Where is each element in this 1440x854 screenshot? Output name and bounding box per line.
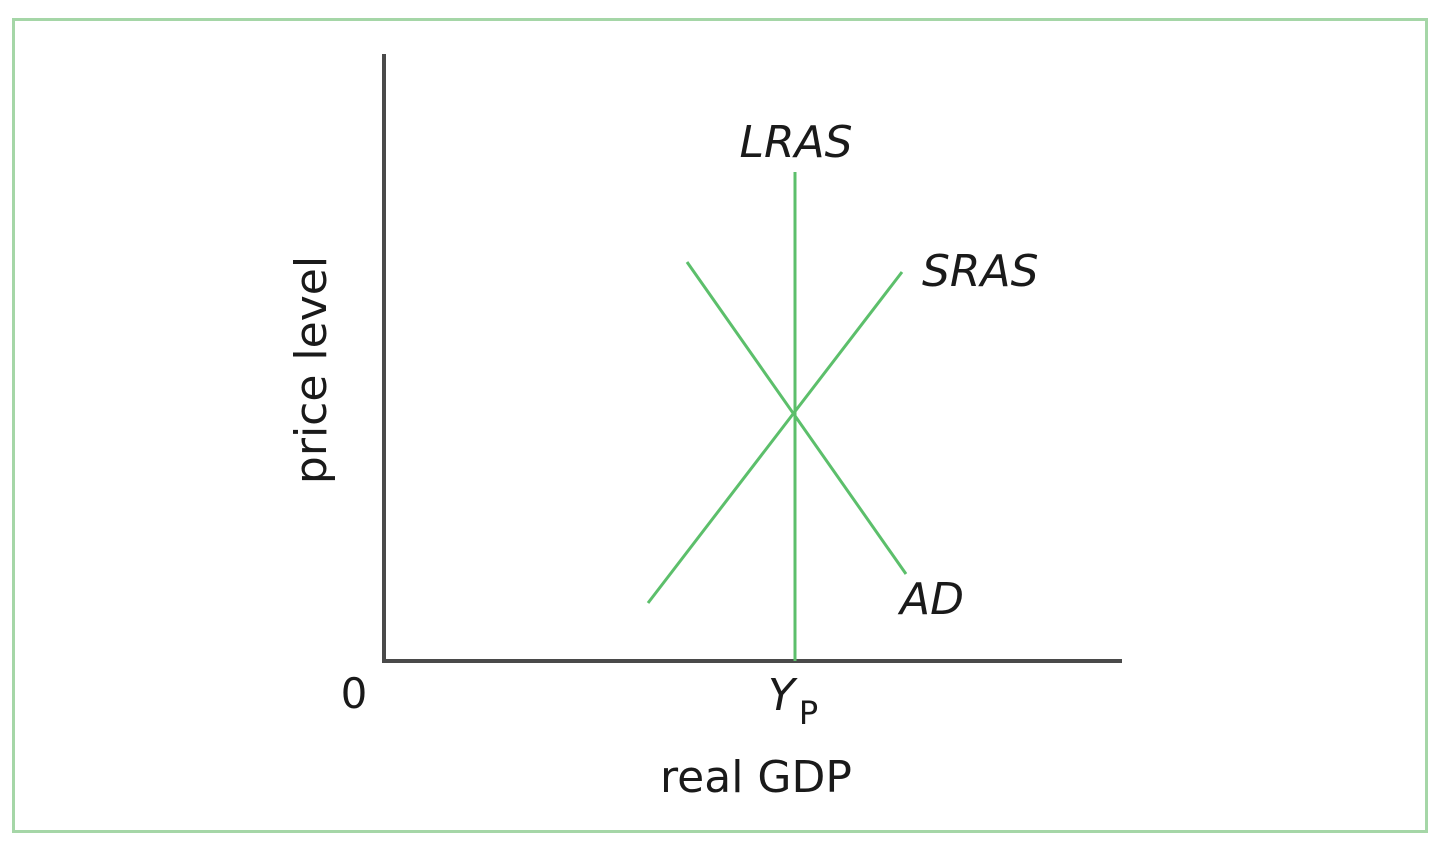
ad-curve bbox=[685, 261, 908, 575]
sras-label: SRAS bbox=[922, 246, 1039, 297]
figure-frame bbox=[12, 18, 1428, 833]
origin-label: 0 bbox=[341, 669, 368, 718]
x-axis-title: real GDP bbox=[660, 752, 852, 803]
y-axis-title: price level bbox=[286, 256, 337, 484]
sras-curve bbox=[646, 271, 904, 604]
ad-label: AD bbox=[897, 574, 964, 625]
potential-output-subscript: P bbox=[799, 694, 818, 732]
potential-output-symbol: Y bbox=[768, 670, 798, 721]
lras-label: LRAS bbox=[739, 117, 852, 168]
